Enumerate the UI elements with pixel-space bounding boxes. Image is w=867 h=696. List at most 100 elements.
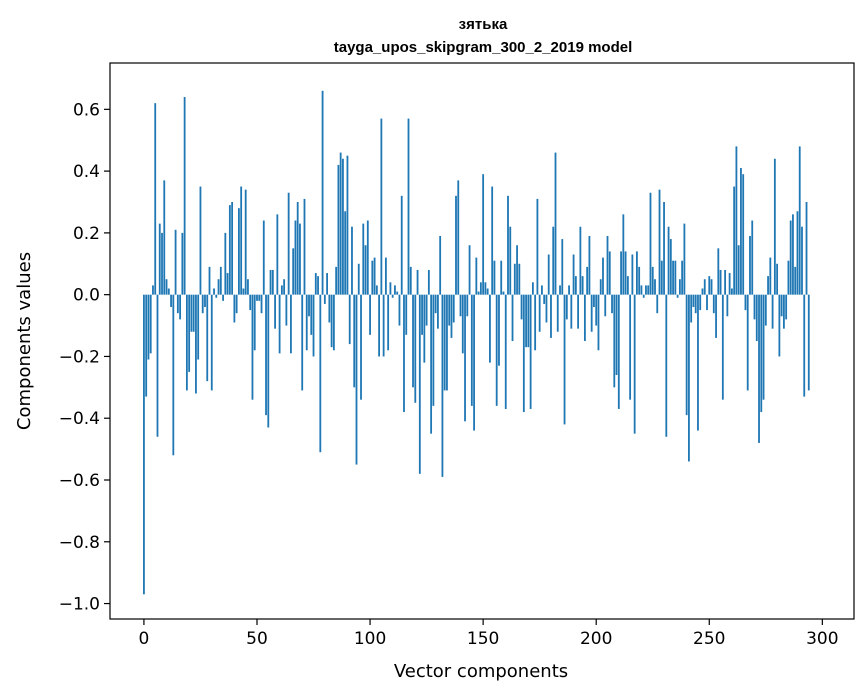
bar-65 xyxy=(290,294,292,354)
bar-96 xyxy=(360,294,362,400)
bar-197 xyxy=(588,235,591,295)
bar-291 xyxy=(801,226,803,295)
bar-97 xyxy=(362,223,365,295)
bar-48 xyxy=(251,294,254,400)
bar-265 xyxy=(742,174,745,295)
bar-114 xyxy=(400,195,403,295)
bar-0 xyxy=(143,294,145,595)
bar-11 xyxy=(167,288,170,295)
bar-5 xyxy=(154,103,157,295)
bar-58 xyxy=(274,294,276,329)
bar-256 xyxy=(721,294,724,400)
bar-181 xyxy=(552,226,555,295)
bar-66 xyxy=(292,248,295,295)
bar-61 xyxy=(280,285,283,295)
bar-2 xyxy=(147,294,150,360)
bar-221 xyxy=(642,294,645,298)
bar-169 xyxy=(525,294,527,348)
bar-260 xyxy=(730,288,733,295)
bar-188 xyxy=(568,285,570,295)
bar-69 xyxy=(299,223,301,295)
bar-141 xyxy=(461,294,464,354)
bar-283 xyxy=(782,294,785,329)
bar-293 xyxy=(805,202,808,295)
bar-267 xyxy=(746,294,749,391)
bar-132 xyxy=(441,294,444,477)
bar-251 xyxy=(710,279,713,295)
bar-294 xyxy=(807,294,810,391)
bar-208 xyxy=(613,294,616,388)
bar-41 xyxy=(235,294,238,314)
bar-282 xyxy=(780,294,783,317)
bar-90 xyxy=(346,155,349,295)
bar-210 xyxy=(617,294,620,409)
bar-102 xyxy=(373,257,376,295)
bar-91 xyxy=(348,294,351,345)
bar-173 xyxy=(534,294,537,351)
bar-154 xyxy=(491,186,494,295)
bar-174 xyxy=(536,198,539,295)
bar-20 xyxy=(188,294,191,372)
bar-38 xyxy=(228,205,231,295)
bar-42 xyxy=(238,208,240,295)
bar-74 xyxy=(310,294,313,335)
bar-43 xyxy=(240,186,243,295)
bar-14 xyxy=(174,229,177,295)
bar-13 xyxy=(172,294,175,456)
bar-187 xyxy=(565,294,568,320)
bar-228 xyxy=(658,189,661,295)
bar-39 xyxy=(231,202,234,295)
bar-21 xyxy=(190,294,193,332)
bar-233 xyxy=(669,239,672,295)
x-tick-label: 250 xyxy=(693,629,725,649)
bar-92 xyxy=(351,226,353,295)
x-tick-label: 0 xyxy=(139,629,150,649)
bar-104 xyxy=(378,294,381,357)
bar-234 xyxy=(672,260,674,295)
bar-116 xyxy=(405,294,408,335)
bar-194 xyxy=(581,276,584,295)
bar-120 xyxy=(414,294,417,403)
bar-288 xyxy=(794,266,797,295)
y-axis-ticks: −1.0 −0.8 −0.6 −0.4 −0.2 0.0 0.2 0.4 0.6 xyxy=(59,100,110,615)
bar-185 xyxy=(561,239,564,295)
chart-title: зятька xyxy=(459,16,508,33)
bar-262 xyxy=(735,146,738,295)
bar-162 xyxy=(509,226,512,295)
bar-32 xyxy=(215,294,218,298)
bar-88 xyxy=(342,158,344,295)
bar-163 xyxy=(511,294,514,341)
bar-26 xyxy=(201,294,204,314)
bar-59 xyxy=(276,214,279,295)
bar-258 xyxy=(726,294,729,317)
bar-53 xyxy=(262,220,265,295)
bar-175 xyxy=(538,294,541,332)
bar-205 xyxy=(606,235,609,295)
bar-249 xyxy=(706,294,708,311)
bar-87 xyxy=(339,152,342,295)
bar-3 xyxy=(149,294,152,354)
bar-107 xyxy=(384,257,387,295)
x-tick-label: 150 xyxy=(467,629,499,649)
bar-159 xyxy=(502,291,505,295)
bar-118 xyxy=(409,266,412,295)
bar-54 xyxy=(265,294,267,416)
x-axis-label: Vector components xyxy=(394,661,568,682)
bar-180 xyxy=(550,294,552,338)
bar-177 xyxy=(543,294,546,304)
bar-129 xyxy=(434,294,437,314)
bar-126 xyxy=(427,269,430,295)
bar-127 xyxy=(430,294,433,434)
bar-82 xyxy=(328,294,331,323)
bar-206 xyxy=(608,251,611,295)
bar-72 xyxy=(305,294,308,351)
x-tick-label: 100 xyxy=(354,629,386,649)
bar-40 xyxy=(233,294,236,323)
bar-216 xyxy=(631,254,634,295)
bar-30 xyxy=(210,294,213,391)
bar-153 xyxy=(489,294,491,363)
bar-147 xyxy=(475,257,478,295)
bar-241 xyxy=(688,294,690,462)
bar-253 xyxy=(715,294,717,338)
bars-group xyxy=(143,90,810,595)
